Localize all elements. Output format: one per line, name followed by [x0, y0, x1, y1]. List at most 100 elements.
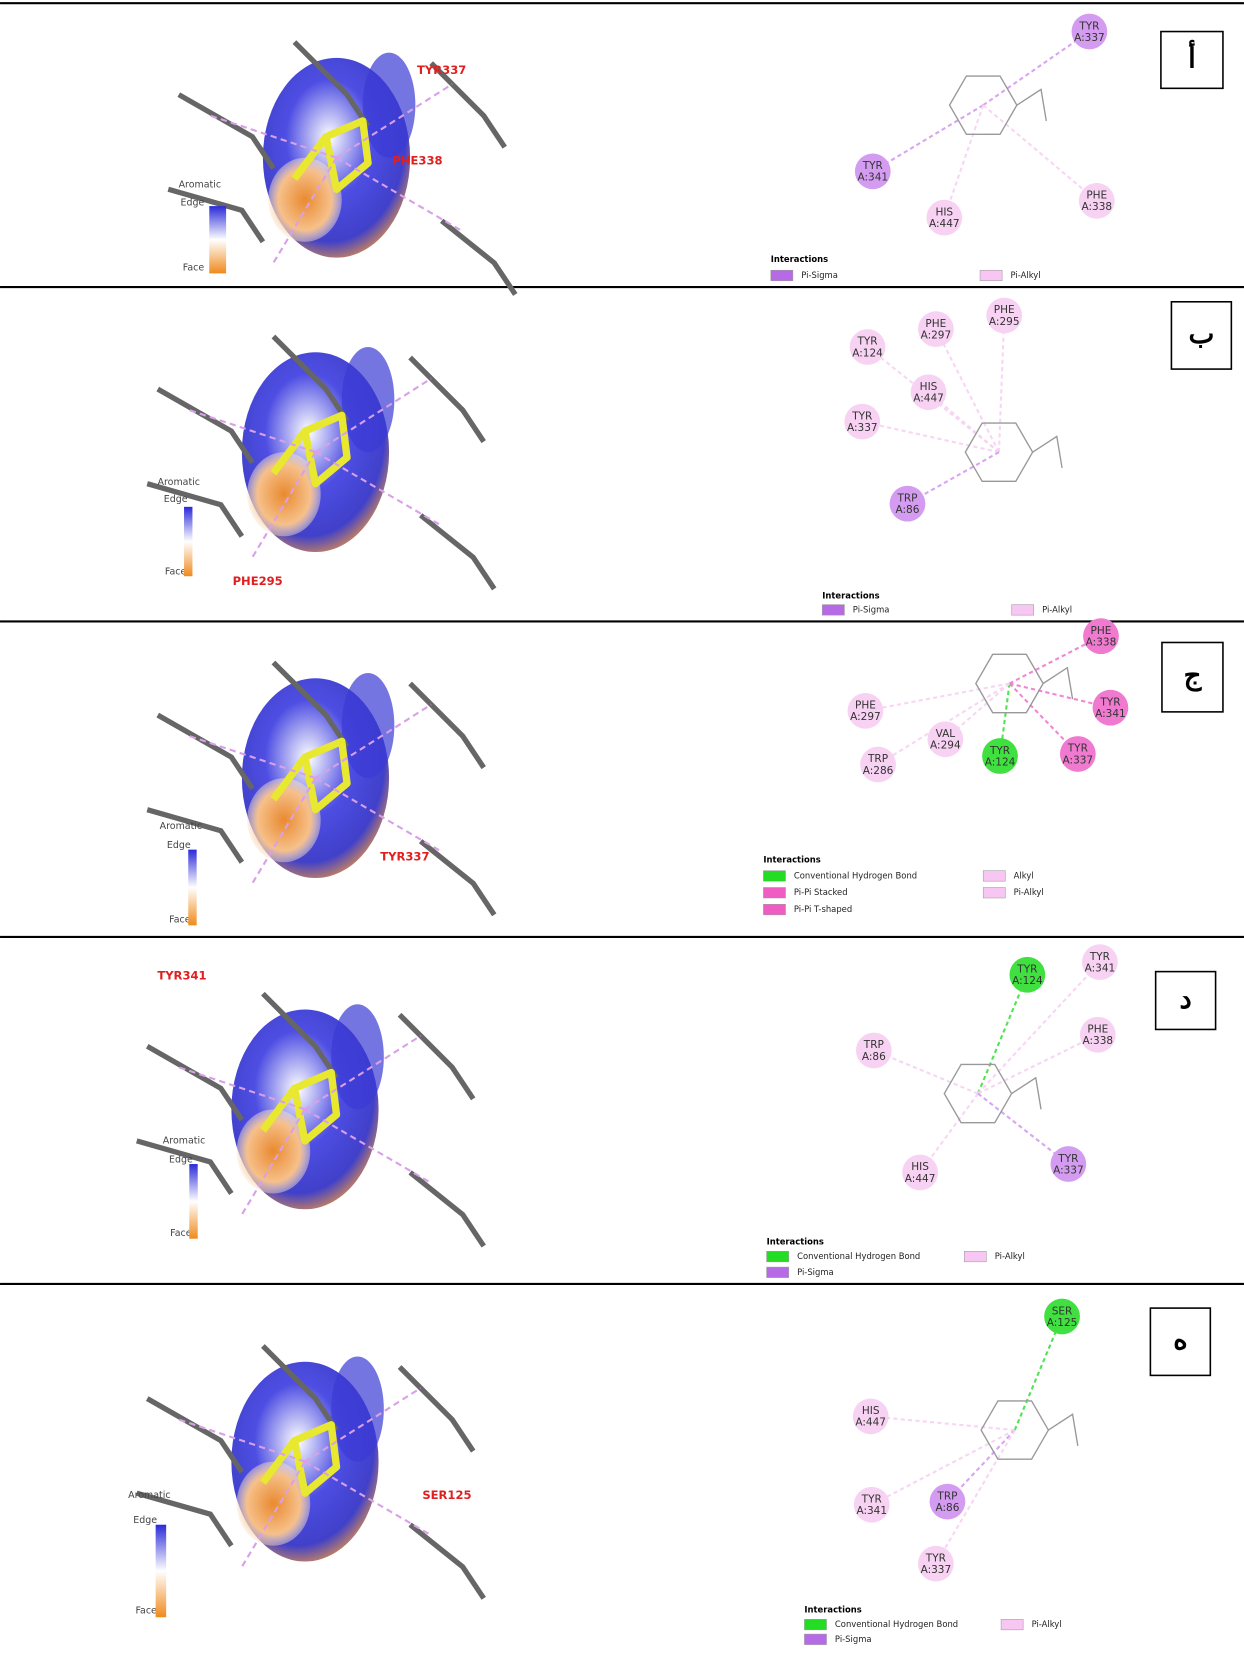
legend-label: Pi-Alkyl [1011, 270, 1041, 280]
residue-name: TRP [896, 492, 917, 504]
legend-label: Pi-Pi T-shaped [794, 904, 852, 914]
legend-swatch [763, 904, 785, 915]
surface [363, 53, 416, 158]
residue-id: A:337 [1053, 1164, 1084, 1176]
residue-id: A:341 [858, 172, 889, 184]
residue-name: TYR [925, 1552, 946, 1564]
residue-name: TYR [851, 410, 872, 422]
residue-name: HIS [935, 206, 953, 218]
key-title: Aromatic [158, 477, 200, 488]
residue-stick [158, 389, 253, 463]
color-key-bar [184, 507, 192, 576]
residue-id: A:341 [856, 1505, 887, 1517]
residue-stick [158, 715, 253, 789]
residue-name: VAL [936, 728, 956, 740]
interaction-line [978, 975, 1027, 1094]
panel-letter: ب [1189, 318, 1215, 350]
residue-label: TYR337 [417, 63, 466, 77]
key-label: Edge [133, 1515, 157, 1526]
legend-label: Pi-Alkyl [1042, 604, 1072, 614]
legend-label: Conventional Hydrogen Bond [794, 870, 917, 880]
key-label: Edge [181, 197, 205, 208]
panel: TYR337PHE338AromaticEdgeFaceTYRA:337TYRA… [168, 14, 1223, 295]
residue-stick [179, 95, 274, 169]
interaction-line [871, 1416, 1015, 1430]
residue-id: A:294 [930, 740, 961, 752]
legend-label: Pi-Pi Stacked [794, 887, 848, 897]
legend-swatch [767, 1267, 789, 1278]
legend-swatch [822, 605, 844, 616]
residue-name: TYR [1057, 1153, 1078, 1165]
residue-name: TRP [867, 753, 888, 765]
key-label: Edge [169, 1154, 193, 1165]
figure: TYR337PHE338AromaticEdgeFaceTYRA:337TYRA… [0, 0, 1244, 1653]
residue-stick [137, 1141, 232, 1194]
residue-id: A:338 [1081, 201, 1112, 213]
residue-name: PHE [1087, 1023, 1108, 1035]
residue-id: A:124 [1012, 975, 1043, 987]
legend-label: Alkyl [1014, 870, 1034, 880]
residue-stick [400, 1015, 474, 1099]
legend-label: Pi-Alkyl [1032, 1619, 1062, 1629]
key-title: Aromatic [160, 821, 202, 832]
residue-stick [147, 1046, 242, 1120]
residue-id: A:286 [863, 765, 894, 777]
legend-label: Pi-Sigma [853, 604, 890, 614]
panel: TYR341AromaticEdgeFaceTYRA:124TYRA:341PH… [137, 944, 1216, 1277]
residue-name: TYR [989, 745, 1010, 757]
panel-letter: ج [1184, 660, 1202, 693]
residue-stick [410, 683, 484, 767]
residue-name: SER [1052, 1305, 1073, 1317]
residue-label: TYR337 [380, 849, 429, 863]
key-label: Edge [164, 494, 188, 505]
residue-id: A:338 [1083, 1035, 1114, 1047]
legend-swatch [771, 270, 793, 281]
residue-label: PHE338 [392, 153, 442, 167]
surface [331, 1004, 384, 1109]
residue-name: TYR [1067, 743, 1088, 755]
residue-id: A:297 [850, 711, 881, 723]
legend-swatch [804, 1634, 826, 1645]
legend-swatch [763, 887, 785, 898]
residue-id: A:295 [989, 316, 1020, 328]
legend-label: Pi-Sigma [835, 1634, 872, 1644]
residue-name: TYR [1016, 964, 1037, 976]
residue-id: A:86 [862, 1051, 886, 1063]
residue-name: HIS [920, 381, 938, 393]
legend-swatch [980, 270, 1002, 281]
panel-letter: د [1180, 983, 1192, 1015]
residue-name: HIS [911, 1161, 929, 1173]
residue-label: TYR341 [157, 968, 206, 982]
residue-stick [421, 841, 495, 915]
residue-stick [442, 221, 516, 295]
legend-swatch [964, 1251, 986, 1262]
residue-label: SER125 [422, 1488, 471, 1502]
key-label: Face [135, 1605, 157, 1616]
interaction-line [983, 105, 1097, 201]
legend-title: Interactions [771, 254, 828, 264]
surface [342, 673, 395, 778]
interaction-line [873, 105, 983, 171]
legend-title: Interactions [822, 591, 879, 601]
legend-swatch [804, 1619, 826, 1630]
residue-id: A:341 [1085, 962, 1116, 974]
key-label: Face [169, 915, 191, 926]
residue-id: A:124 [852, 347, 883, 359]
legend-swatch [983, 871, 1005, 882]
legend-label: Conventional Hydrogen Bond [835, 1619, 958, 1629]
color-key-bar [188, 850, 196, 926]
residue-label: PHE295 [233, 574, 283, 588]
residue-name: PHE [1086, 190, 1107, 202]
residue-id: A:86 [935, 1502, 959, 1514]
residue-id: A:447 [929, 218, 960, 230]
residue-id: A:337 [1074, 32, 1105, 44]
ligand-skeleton [1017, 89, 1046, 121]
residue-name: PHE [925, 318, 946, 330]
residue-id: A:447 [913, 393, 944, 405]
residue-id: A:86 [896, 504, 920, 516]
legend-label: Pi-Alkyl [995, 1251, 1025, 1261]
legend-swatch [1012, 605, 1034, 616]
legend-title: Interactions [763, 855, 820, 865]
residue-name: TYR [861, 1493, 882, 1505]
residue-name: TYR [856, 336, 877, 348]
